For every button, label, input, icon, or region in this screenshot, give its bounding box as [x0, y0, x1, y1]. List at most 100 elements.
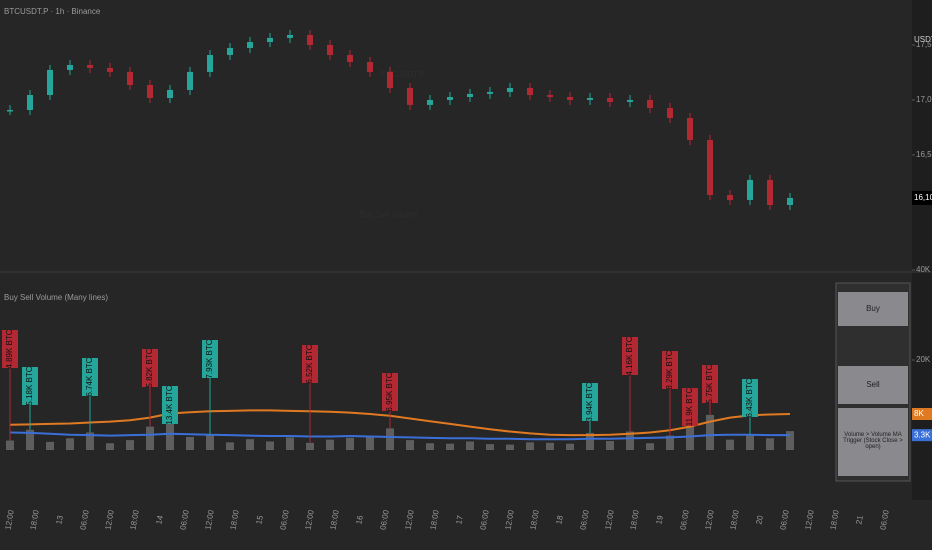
x-tick-label: 18:00 [528, 509, 540, 531]
table-cell: Sell [866, 380, 880, 389]
candle-body [227, 47, 233, 55]
annotation-label: 5.75K BTC [705, 364, 714, 403]
volume-bar [186, 436, 194, 450]
x-tick-label: 06:00 [178, 509, 190, 531]
candle-body [347, 54, 353, 63]
annotation-label: 7.93K BTC [205, 339, 214, 378]
volume-bar [606, 441, 614, 450]
x-tick-label: 06:00 [478, 509, 490, 531]
annotation-box [162, 386, 178, 424]
annotation-label: 6.52K BTC [305, 344, 314, 383]
volume-bar [246, 439, 254, 450]
table-note: Volume > Volume MA Trigger (Stock Close … [843, 432, 903, 450]
x-tick-label: 06:00 [278, 509, 290, 531]
candle-body [27, 95, 33, 110]
annotation-box [82, 358, 98, 396]
annotation-box [622, 337, 638, 375]
annotation-box [22, 367, 38, 405]
watermark: BTCUSDT.P [380, 70, 424, 79]
annotation-box [142, 349, 158, 387]
volume-bar [646, 443, 654, 450]
last-price-label: 16,109 [914, 193, 932, 202]
volume-bar [626, 431, 634, 450]
ma-tag [912, 408, 932, 420]
candle-body [287, 34, 293, 38]
volume-bar [6, 440, 14, 450]
y-tick-label: 16,500 [916, 150, 932, 159]
watermark-sub: Buy Sell Volume [360, 210, 419, 219]
volume-bar [146, 426, 154, 450]
annotation-label: 5.82K BTC [145, 348, 154, 387]
table-row-buy [838, 292, 908, 326]
annotation-label: 6.43K BTC [745, 378, 754, 417]
annotation-label: 8.29K BTC [665, 350, 674, 389]
candle-body [787, 197, 793, 206]
x-tick-label: 13 [54, 514, 65, 525]
x-tick-label: 21 [854, 514, 865, 525]
volume-bar [266, 441, 274, 450]
x-tick-label: 15 [254, 514, 265, 525]
ma-tag-label: 3.3K [914, 430, 931, 439]
volume-bar [26, 429, 34, 450]
candle-body [527, 87, 533, 96]
volume-bar [666, 435, 674, 450]
candle-body [507, 87, 513, 92]
x-tick-label: 06:00 [78, 509, 90, 531]
volume-bar [566, 443, 574, 450]
x-tick-label: 12:00 [803, 509, 815, 531]
annotation-box [202, 340, 218, 378]
x-tick-label: 18:00 [128, 509, 140, 531]
volume-bar [346, 437, 354, 450]
annotation-box [702, 365, 718, 403]
candle-body [747, 179, 753, 200]
volume-bar [86, 432, 94, 450]
candle-body [627, 99, 633, 102]
annotation-label: 3.94K BTC [585, 382, 594, 421]
table-row-sell [838, 366, 908, 404]
y-tick-label: 20K [916, 355, 931, 364]
candle-body [67, 64, 73, 70]
y-tick-label: 17,000 [916, 95, 932, 104]
x-tick-label: 12:00 [303, 509, 315, 531]
candle-body [7, 109, 13, 112]
volume-bar [446, 443, 454, 450]
x-tick-label: 19 [654, 514, 665, 525]
volume-bar [286, 437, 294, 450]
x-tick-label: 18:00 [28, 509, 40, 531]
ma-line [9, 409, 791, 437]
candle-body [647, 99, 653, 108]
x-tick-label: 06:00 [378, 509, 390, 531]
price-axis [912, 0, 932, 500]
annotation-box [662, 351, 678, 389]
x-tick-label: 17 [454, 514, 465, 525]
table-cell: Buy [866, 304, 880, 313]
annotation-box [302, 345, 318, 383]
x-tick-label: 18 [554, 514, 565, 525]
volume-bar [406, 440, 414, 450]
annotation-box [382, 373, 398, 411]
annotation-box [682, 388, 698, 426]
symbol-title: BTCUSDT.P · 1h · Binance [4, 7, 101, 16]
candle-body [267, 37, 273, 43]
annotation-label: 13.4K BTC [165, 385, 174, 424]
x-tick-label: 06:00 [778, 509, 790, 531]
annotation-label: 4.16K BTC [625, 336, 634, 375]
x-tick-label: 16 [354, 514, 365, 525]
candle-body [407, 87, 413, 105]
y-tick-label: 40K [916, 265, 931, 274]
volume-bar [126, 440, 134, 450]
candle-body [127, 71, 133, 86]
x-tick-label: 12:00 [3, 509, 15, 531]
x-tick-label: 12:00 [203, 509, 215, 531]
x-tick-label: 18:00 [628, 509, 640, 531]
candle-body [487, 91, 493, 94]
x-tick-label: 06:00 [578, 509, 590, 531]
x-tick-label: 14 [154, 514, 165, 525]
indicator-title: Buy Sell Volume (Many lines) [4, 293, 108, 302]
volume-bar [306, 442, 314, 450]
x-tick-label: 20 [754, 514, 765, 525]
annotation-box [2, 330, 18, 368]
volume-bar [726, 439, 734, 450]
currency: USDT [914, 35, 932, 44]
